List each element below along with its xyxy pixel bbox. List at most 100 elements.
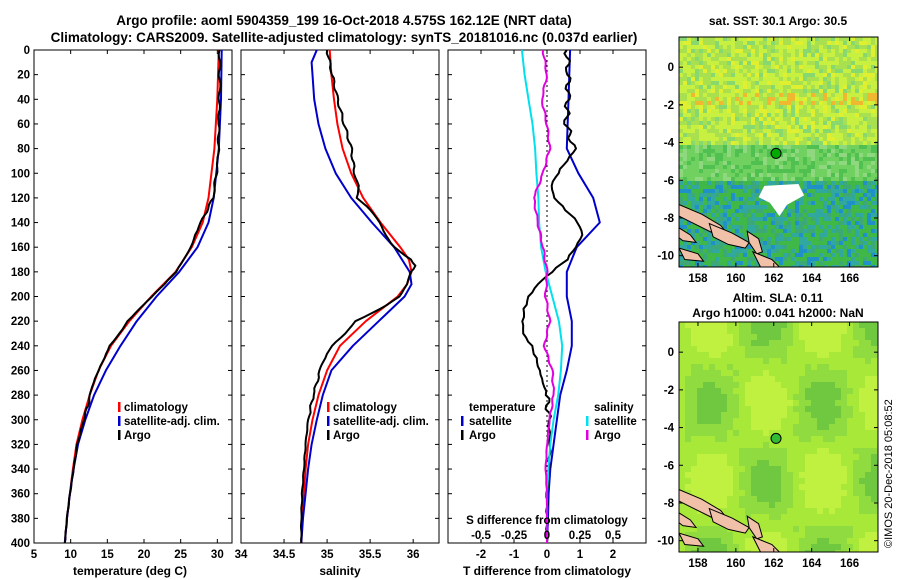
heatmap-cell [683,245,687,249]
heatmap-cell [847,141,851,145]
heatmap-cell [771,65,775,69]
heatmap-cell [707,189,711,193]
heatmap-cell [863,157,867,161]
heatmap-cell [811,201,815,205]
heatmap-cell [839,101,843,105]
x-tick-label: 35 [321,549,334,561]
heatmap-cell [795,141,799,145]
heatmap-cell [739,265,743,267]
heatmap-cell [841,340,847,346]
heatmap-cell [799,81,803,85]
x-tick-label: 30 [211,549,224,561]
heatmap-cell [743,265,747,267]
heatmap-cell [803,189,807,193]
heatmap-cell [875,185,878,189]
heatmap-cell [763,229,767,233]
heatmap-cell [847,490,853,496]
heatmap-cell [807,105,811,109]
heatmap-cell [707,105,711,109]
heatmap-cell [799,496,805,502]
heatmap-cell [827,261,831,265]
heatmap-cell [859,193,863,197]
heatmap-cell [771,77,775,81]
heatmap-cell [755,201,759,205]
heatmap-cell [779,117,783,121]
heatmap-cell [745,412,751,418]
heatmap-cell [799,129,803,133]
heatmap-cell [827,45,831,49]
heatmap-cell [743,121,747,125]
heatmap-cell [759,233,763,237]
heatmap-cell [811,388,817,394]
heatmap-cell [865,502,871,508]
heatmap-cell [871,508,877,514]
depth-tick-label: 380 [11,513,30,525]
heatmap-cell [699,65,703,69]
heatmap-cell [763,77,767,81]
heatmap-cell [691,466,697,472]
heatmap-cell [839,253,843,257]
heatmap-cell [767,97,771,101]
heatmap-cell [687,205,691,209]
heatmap-cell [859,125,863,129]
heatmap-cell [831,97,835,101]
heatmap-cell [703,257,707,261]
heatmap-cell [779,261,783,265]
heatmap-cell [859,454,865,460]
heatmap-cell [751,514,757,520]
heatmap-cell [803,257,807,261]
heatmap-cell [735,153,739,157]
heatmap-cell [703,265,707,267]
heatmap-cell [799,185,803,189]
heatmap-cell [771,109,775,113]
heatmap-cell [731,133,735,137]
heatmap-cell [721,550,727,552]
heatmap-cell [829,460,835,466]
heatmap-cell [697,460,703,466]
heatmap-cell [835,340,841,346]
heatmap-cell [715,430,721,436]
heatmap-cell [679,165,683,169]
heatmap-cell [819,145,823,149]
heatmap-cell [791,237,795,241]
heatmap-cell [715,89,719,93]
heatmap-cell [731,93,735,97]
heatmap-cell [863,253,867,257]
heatmap-cell [735,253,739,257]
heatmap-cell [871,346,877,352]
heatmap-cell [815,129,819,133]
heatmap-cell [735,213,739,217]
heatmap-cell [781,448,787,454]
heatmap-cell [745,442,751,448]
heatmap-cell [847,73,851,77]
heatmap-cell [751,496,757,502]
heatmap-cell [835,69,839,73]
heatmap-cell [759,49,763,53]
heatmap-cell [695,141,699,145]
heatmap-cell [769,406,775,412]
heatmap-cell [707,89,711,93]
heatmap-cell [739,205,743,209]
heatmap-cell [691,442,697,448]
heatmap-cell [835,41,839,45]
heatmap-cell [803,141,807,145]
heatmap-cell [709,520,715,526]
heatmap-cell [799,237,803,241]
heatmap-cell [863,105,867,109]
heatmap-cell [739,165,743,169]
heatmap-cell [875,237,878,241]
heatmap-cell [795,125,799,129]
heatmap-cell [805,430,811,436]
heatmap-cell [829,406,835,412]
heatmap-cell [733,496,739,502]
heatmap-cell [827,213,831,217]
heatmap-cell [679,149,683,153]
heatmap-cell [733,382,739,388]
heatmap-cell [769,382,775,388]
heatmap-cell [791,225,795,229]
heatmap-cell [835,193,839,197]
heatmap-cell [811,81,815,85]
heatmap-cell [865,538,871,544]
heatmap-cell [839,225,843,229]
heatmap-cell [839,41,843,45]
